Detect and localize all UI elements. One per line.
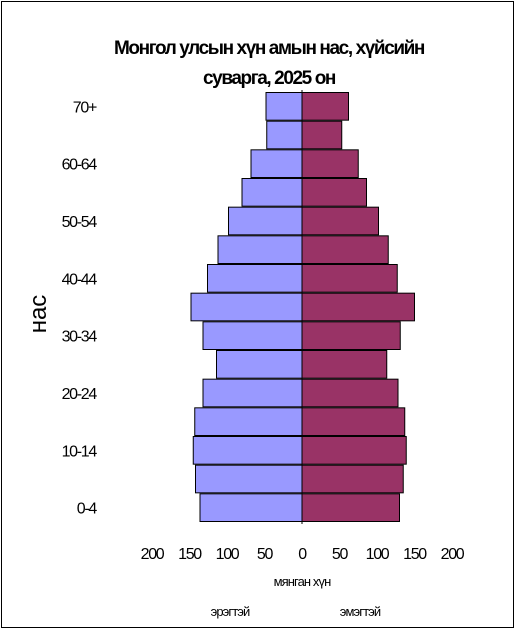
bar-male-20-24 [202, 378, 303, 408]
bar-female-0-4 [301, 493, 400, 523]
bar-female-5-9 [301, 464, 404, 494]
x-tick-label: 50 [257, 546, 274, 563]
bar-male-40-44 [207, 264, 303, 293]
y-tick-labels: 0-4 10-14 20-24 30-34 40-44 50-54 60-64 70+ [62, 99, 99, 518]
bar-female-55-59 [301, 178, 367, 207]
bar-male-10-14 [192, 436, 303, 465]
x-tick-label: 50 [332, 546, 349, 563]
y-tick-label: 70+ [73, 99, 97, 116]
x-axis-label: мянган хүн [274, 574, 332, 589]
x-tick-label: 200 [441, 546, 465, 563]
bar-female-70+ [301, 92, 349, 121]
y-tick-label: 30-34 [62, 329, 98, 346]
chart-title-line-2: суварга, 2025 он [203, 68, 336, 89]
x-tick-label: 200 [141, 546, 165, 563]
bar-male-55-59 [241, 178, 303, 207]
y-tick-label: 20-24 [62, 386, 98, 403]
bar-female-50-54 [301, 206, 379, 236]
bar-male-70+ [265, 92, 303, 121]
bar-male-15-19 [194, 407, 303, 437]
bar-female-35-39 [301, 292, 415, 322]
x-tick-labels: 200 150 100 50 0 50 100 150 200 [141, 546, 466, 563]
bar-female-25-29 [301, 350, 388, 379]
x-tick-label: 0 [298, 546, 307, 563]
bars-group [190, 92, 415, 523]
legend-female: эмэгтэй [340, 604, 381, 619]
bar-female-20-24 [301, 378, 399, 408]
bar-male-35-39 [190, 292, 303, 322]
y-tick-label: 10-14 [62, 443, 98, 460]
y-tick-label: 50-54 [62, 214, 98, 231]
bar-female-10-14 [301, 436, 407, 465]
bar-male-25-29 [216, 350, 303, 379]
chart-title-line-1: Монгол улсын хүн амын нас, хүйсийн [114, 38, 425, 59]
legend-male: эрэгтэй [211, 604, 250, 619]
bar-male-0-4 [199, 493, 303, 523]
y-axis-label: нас [25, 295, 52, 334]
x-tick-label: 150 [403, 546, 427, 563]
bar-male-65-69 [266, 120, 303, 150]
bar-female-40-44 [301, 264, 398, 293]
bar-female-30-34 [301, 321, 401, 351]
bar-female-45-49 [301, 235, 389, 264]
bar-male-45-49 [217, 235, 303, 264]
bar-female-15-19 [301, 407, 406, 437]
x-tick-label: 150 [178, 546, 202, 563]
bar-male-50-54 [228, 206, 303, 236]
bar-male-5-9 [195, 464, 303, 494]
x-tick-label: 100 [366, 546, 390, 563]
bar-male-60-64 [250, 149, 303, 178]
bar-female-65-69 [301, 120, 343, 150]
bar-female-60-64 [301, 149, 359, 178]
x-tick-label: 100 [216, 546, 240, 563]
bar-male-30-34 [202, 321, 303, 351]
y-tick-label: 40-44 [62, 271, 98, 288]
y-tick-label: 0-4 [77, 501, 98, 518]
y-tick-label: 60-64 [62, 157, 98, 174]
